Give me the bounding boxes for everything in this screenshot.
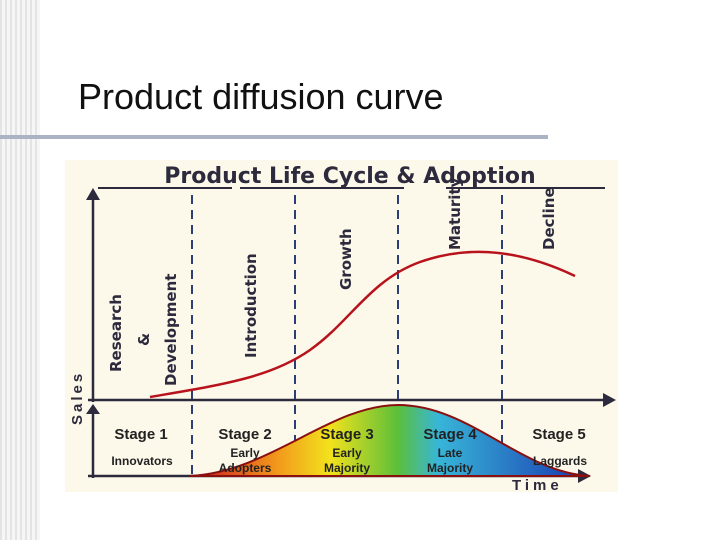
phase-label: Maturity [446,177,464,250]
diagram-title: Product Life Cycle & Adoption [164,164,535,189]
adopter-group: Early [332,446,362,460]
stage-dividers [191,195,503,476]
adopter-group: Majority [427,461,473,475]
phase-label: Development [162,274,180,386]
phase-label: Introduction [242,253,260,358]
phase-label: Growth [337,228,355,290]
phase-label: Decline [540,187,558,250]
phase-label: Research [107,294,125,372]
stage-label: Stage 3 [320,426,373,443]
sales-curve [149,250,576,399]
title-rule [0,135,548,139]
stage-label: Stage 1 [114,426,167,443]
side-stripes [0,0,40,540]
adopter-group: Laggards [533,454,587,468]
stage-label: Stage 4 [423,426,477,443]
y-axis-label: Sales [69,371,86,425]
stage-label: Stage 5 [532,426,585,443]
adopter-group: Adopters [219,461,272,475]
adopter-group: Majority [324,461,370,475]
stage-label: Stage 2 [218,426,271,443]
slide-title: Product diffusion curve [78,76,444,117]
x-axis-label: Time [512,477,563,494]
adoption-curve [189,403,591,477]
adopter-group: Innovators [111,454,173,468]
phase-label: & [135,333,153,346]
adopter-group: Early [230,446,260,460]
adopter-group: Late [438,446,463,460]
